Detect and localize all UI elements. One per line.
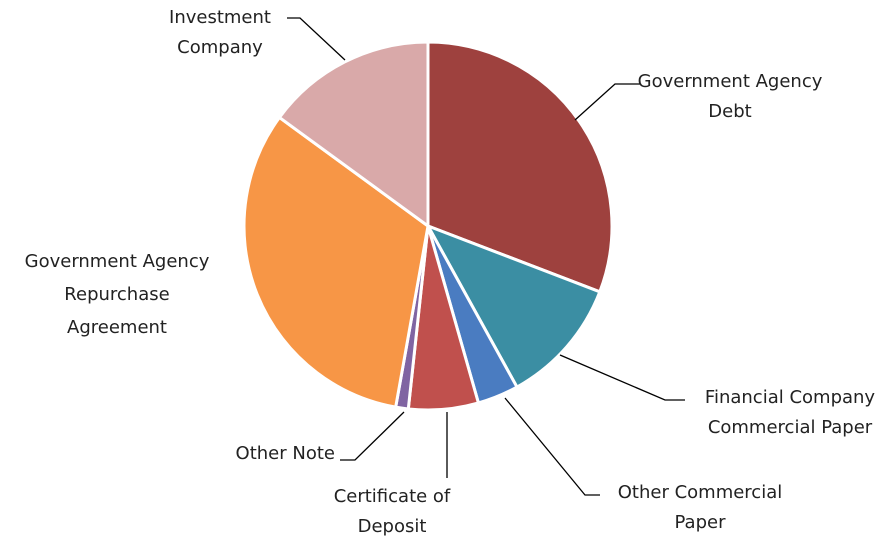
label-line: Other Note xyxy=(236,443,335,464)
label-line: Company xyxy=(177,37,263,58)
label-line: Repurchase xyxy=(64,284,169,305)
pie-slice xyxy=(277,40,430,229)
leader-line xyxy=(287,17,346,61)
slice-label: Financial Company Commercial Paper xyxy=(705,387,876,438)
label-line: Debt xyxy=(708,101,751,122)
label-line: Government Agency xyxy=(25,251,210,272)
leader-line xyxy=(574,83,640,121)
label-line: Government Agency xyxy=(638,71,823,92)
label-line: Deposit xyxy=(358,516,427,537)
pie-slice xyxy=(242,115,430,409)
label-line: Other Commercial xyxy=(618,482,783,503)
label-line: Investment xyxy=(169,7,271,28)
slice-label: Government Agency Repurchase Agreement xyxy=(25,251,210,338)
label-line: Agreement xyxy=(67,317,167,338)
pie-slice xyxy=(426,40,614,294)
label-line: Commercial Paper xyxy=(708,417,873,438)
label-line: Financial Company xyxy=(705,387,876,408)
slice-label: Investment Company xyxy=(169,7,271,58)
pie-slice xyxy=(424,223,602,390)
label-line: Paper xyxy=(675,512,727,533)
leader-line xyxy=(340,411,405,461)
leader-line xyxy=(504,397,600,496)
label-line: Certificate of xyxy=(334,486,451,507)
slice-label: Other Commercial Paper xyxy=(618,482,783,533)
leader-line xyxy=(559,354,685,401)
slice-label: Certificate of Deposit xyxy=(334,486,451,537)
slice-label: Other Note xyxy=(236,443,335,464)
slice-label: Government Agency Debt xyxy=(638,71,823,122)
